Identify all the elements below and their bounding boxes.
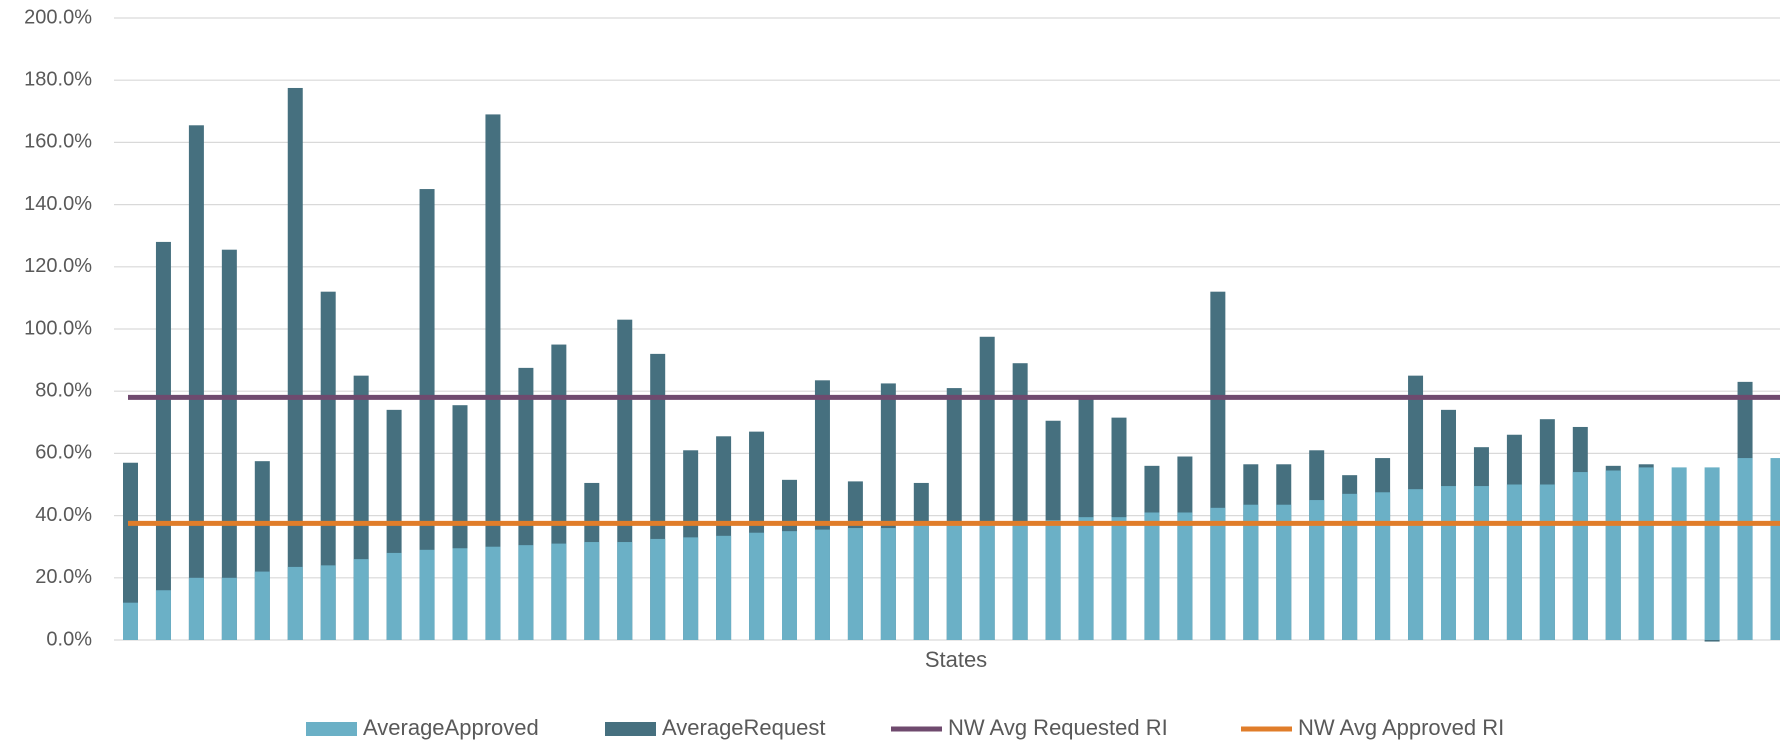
approved-bar: [287, 566, 303, 640]
y-tick-label: 120.0%: [24, 255, 92, 277]
approved-bar: [221, 577, 237, 640]
approved-bar: [880, 528, 896, 640]
approved-bar: [452, 548, 468, 640]
y-tick-label: 20.0%: [35, 566, 92, 588]
y-tick-label: 160.0%: [24, 131, 92, 153]
approved-bar: [1506, 484, 1522, 640]
approved-bar: [913, 523, 929, 640]
y-tick-label: 140.0%: [24, 193, 92, 215]
y-tick-label: 60.0%: [35, 442, 92, 464]
approved-bar: [1375, 492, 1391, 640]
approved-bar: [683, 537, 699, 640]
approved-bar: [782, 531, 797, 640]
approved-bar: [1309, 500, 1325, 640]
approved-bar: [1737, 458, 1753, 640]
approved-bar: [1243, 504, 1259, 640]
approved-bar: [847, 528, 863, 640]
approved-bar: [1441, 486, 1456, 640]
approved-bar: [1704, 467, 1720, 640]
approved-bar: [1045, 520, 1061, 640]
y-tick-label: 40.0%: [35, 504, 92, 526]
approved-bar: [485, 546, 501, 640]
approved-bar: [1770, 458, 1780, 640]
request-bar: [123, 462, 138, 640]
approved-bar: [1638, 467, 1654, 640]
approved-bar: [584, 542, 600, 640]
request-bar: [485, 114, 501, 640]
approved-bar: [1572, 472, 1588, 640]
y-tick-label: 80.0%: [35, 379, 92, 401]
approved-bar: [716, 535, 732, 640]
approved-bar: [979, 521, 995, 640]
approved-bar: [123, 602, 138, 640]
y-tick-label: 100.0%: [24, 317, 92, 339]
approved-bar: [1539, 484, 1555, 640]
x-axis-label: States: [925, 647, 987, 672]
legend-label: NW Avg Approved RI: [1298, 715, 1504, 740]
approved-bar: [1144, 512, 1160, 640]
approved-bar: [1342, 493, 1358, 640]
approved-bar: [1012, 521, 1028, 640]
approved-bar: [946, 521, 962, 640]
legend-label: AverageApproved: [363, 715, 539, 740]
approved-bar: [814, 529, 830, 640]
request-bar: [221, 249, 237, 640]
request-bar: [419, 189, 435, 641]
approved-bar: [1671, 467, 1687, 640]
request-bar: [320, 291, 336, 640]
y-tick-label: 0.0%: [46, 628, 92, 650]
approved-bar: [1408, 489, 1424, 640]
legend-swatch: [605, 722, 656, 736]
approved-bar: [1078, 517, 1094, 640]
approved-bar: [155, 590, 171, 640]
legend-label: NW Avg Requested RI: [948, 715, 1168, 740]
approved-bar: [1473, 486, 1489, 640]
approved-bar: [749, 532, 765, 640]
approved-bar: [1177, 512, 1193, 640]
request-bar: [1704, 640, 1720, 642]
request-bar: [287, 87, 303, 641]
approved-bar: [386, 552, 402, 640]
legend-swatch: [306, 722, 357, 736]
approved-bar: [650, 538, 666, 640]
approved-bar: [320, 565, 336, 640]
approved-bar: [1210, 507, 1226, 640]
request-bar: [155, 241, 171, 641]
approved-bar: [518, 545, 534, 640]
approved-bar: [419, 549, 435, 640]
approved-bar: [551, 543, 567, 640]
approved-bar: [188, 577, 204, 640]
request-bar: [188, 125, 204, 641]
approved-bar: [353, 559, 369, 640]
approved-bar: [1111, 517, 1127, 640]
approved-bar: [254, 571, 270, 640]
approved-bar: [1276, 504, 1292, 640]
legend-label: AverageRequest: [662, 715, 826, 740]
approved-bar: [617, 542, 633, 640]
approved-bar: [1605, 470, 1621, 640]
y-tick-label: 180.0%: [24, 68, 92, 90]
y-tick-label: 200.0%: [24, 6, 92, 28]
